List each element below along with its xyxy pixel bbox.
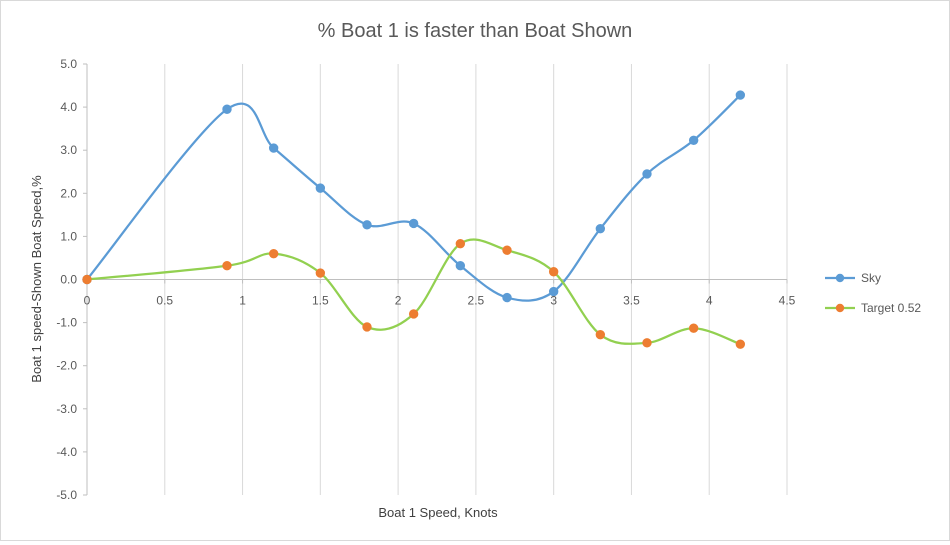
x-tick-label: 4.5 bbox=[779, 294, 796, 308]
series-1-point bbox=[502, 292, 512, 303]
y-axis-label: Boat 1 speed-Shown Boat Speed,% bbox=[29, 175, 44, 383]
y-tick-label: 4.0 bbox=[60, 100, 77, 114]
y-tick-label: 3.0 bbox=[60, 143, 77, 157]
y-tick-label: 0.0 bbox=[60, 273, 77, 287]
series-1-point bbox=[455, 261, 466, 271]
series-1-point bbox=[688, 135, 699, 145]
series-2-point bbox=[455, 239, 466, 249]
series-2-point bbox=[82, 274, 92, 285]
legend: Sky Target 0.52 bbox=[825, 271, 921, 315]
series-1-point bbox=[642, 169, 652, 179]
series-2-point bbox=[688, 323, 699, 333]
y-tick-label: -2.0 bbox=[56, 359, 77, 373]
series-2-point bbox=[268, 248, 279, 259]
series-2-line bbox=[86, 238, 741, 346]
series-2-group bbox=[82, 238, 746, 349]
series-2-point bbox=[408, 309, 419, 319]
series-1-point bbox=[222, 104, 232, 114]
x-tick-label: 3 bbox=[550, 294, 557, 308]
series-1-point bbox=[362, 220, 372, 230]
x-axis-label: Boat 1 Speed, Knots bbox=[378, 505, 498, 520]
legend-item-2-label: Target 0.52 bbox=[861, 301, 921, 315]
series-1-point bbox=[268, 143, 279, 153]
y-tick-label: 1.0 bbox=[60, 229, 77, 243]
series-2-point bbox=[548, 267, 559, 277]
y-tick-label: -1.0 bbox=[56, 316, 77, 330]
series-1-point bbox=[595, 223, 606, 234]
x-tick-label: 0.5 bbox=[156, 294, 173, 308]
series-2-point bbox=[595, 329, 606, 340]
y-tick-label: -3.0 bbox=[56, 402, 77, 416]
series-1-point bbox=[548, 286, 559, 297]
series-2-point bbox=[502, 245, 512, 255]
series-2-point bbox=[362, 322, 372, 332]
series-2-point bbox=[315, 268, 326, 278]
x-tick-label: 2.5 bbox=[468, 294, 485, 308]
legend-item-1: Sky bbox=[825, 271, 881, 285]
legend-item-2-marker bbox=[835, 303, 845, 313]
x-tick-label: 3.5 bbox=[623, 294, 640, 308]
x-tick-label: 2 bbox=[395, 294, 402, 308]
legend-item-1-marker bbox=[835, 273, 845, 283]
legend-item-2: Target 0.52 bbox=[825, 301, 921, 315]
tick-labels: 5.0 4.0 3.0 2.0 1.0 0.0 -1.0 -2.0 -3.0 -4.0 -5.0 0 0… bbox=[56, 57, 795, 502]
y-tick-label: 2.0 bbox=[60, 186, 77, 200]
series-2-point bbox=[735, 339, 746, 349]
y-tick-label: 5.0 bbox=[60, 57, 77, 71]
series-1-group bbox=[82, 90, 746, 303]
x-tick-label: 1 bbox=[239, 294, 246, 308]
series-1-point bbox=[735, 90, 746, 100]
series-2-point bbox=[222, 261, 232, 271]
series-1-point bbox=[408, 218, 419, 229]
series-group bbox=[82, 90, 746, 349]
chart-title: % Boat 1 is faster than Boat Shown bbox=[318, 20, 633, 42]
legend-item-1-label: Sky bbox=[861, 271, 881, 285]
y-tick-label: -4.0 bbox=[56, 445, 77, 459]
y-tick-label: -5.0 bbox=[56, 488, 77, 502]
series-2-point bbox=[642, 338, 652, 348]
x-tick-label: 1.5 bbox=[312, 294, 329, 308]
x-tick-label: 4 bbox=[706, 294, 713, 308]
x-tick-label: 0 bbox=[84, 294, 91, 308]
series-1-point bbox=[315, 183, 326, 193]
